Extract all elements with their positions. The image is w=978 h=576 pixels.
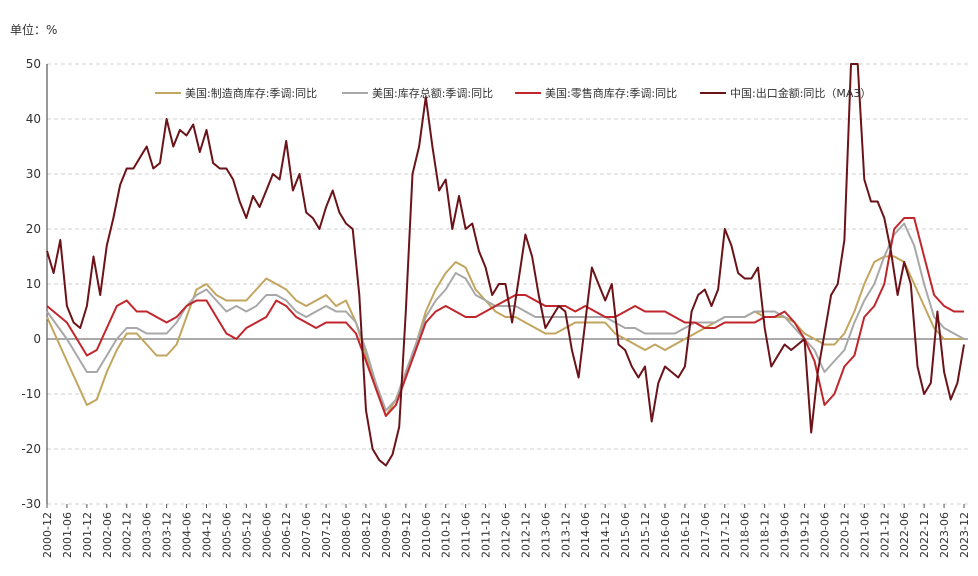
legend-label: 美国:零售商库存:季调:同比	[545, 86, 677, 100]
x-tick-label: 2001-12	[81, 512, 94, 558]
y-axis: -30 -20 -10 0 10 20 30 40 50	[21, 57, 48, 511]
x-tick-label: 2022-06	[898, 512, 911, 558]
y-tick-label: 30	[26, 167, 41, 181]
grid-lines	[47, 63, 968, 505]
y-tick-label: 10	[26, 277, 41, 291]
x-tick-label: 2014-06	[579, 512, 592, 558]
x-tick-label: 2001-06	[61, 512, 74, 558]
x-tick-label: 2023-12	[958, 512, 971, 558]
x-tick-label: 2005-06	[220, 512, 233, 558]
x-tick-label: 2014-12	[599, 512, 612, 558]
x-tick-label: 2008-12	[360, 512, 373, 558]
series-lines	[46, 63, 965, 467]
x-tick-label: 2018-12	[759, 512, 772, 558]
y-tick-label: 0	[33, 332, 41, 346]
x-tick-label: 2011-12	[480, 512, 493, 558]
x-tick-label: 2018-06	[739, 512, 752, 558]
x-axis: 2000-12 2001-06 2001-12 2002-06 2002-12 2003-…	[41, 338, 971, 558]
x-tick-label: 2015-12	[639, 512, 652, 558]
x-tick-label: 2005-12	[240, 512, 253, 558]
x-tick-label: 2022-12	[918, 512, 931, 558]
x-tick-label: 2006-12	[280, 512, 293, 558]
legend-label: 美国:库存总额:季调:同比	[372, 86, 493, 100]
x-tick-label: 2006-06	[260, 512, 273, 558]
legend: 美国:制造商库存:季调:同比 美国:库存总额:季调:同比 美国:零售商库存:季调:同…	[155, 86, 871, 100]
x-tick-label: 2002-06	[101, 512, 114, 558]
series-line-1	[46, 255, 964, 417]
y-tick-label: -10	[21, 387, 41, 401]
y-tick-label: 40	[26, 112, 41, 126]
x-tick-label: 2020-12	[838, 512, 851, 558]
x-tick-label: 2007-06	[300, 512, 313, 558]
y-tick-label: -20	[21, 442, 41, 456]
x-tick-label: 2020-06	[818, 512, 831, 558]
x-tick-label: 2017-06	[699, 512, 712, 558]
y-tick-label: -30	[21, 497, 41, 511]
unit-label: 单位：%	[10, 23, 58, 37]
x-tick-label: 2023-06	[938, 512, 951, 558]
x-tick-label: 2008-06	[340, 512, 353, 558]
x-tick-label: 2010-12	[440, 512, 453, 558]
y-tick-label: 20	[26, 222, 41, 236]
x-tick-label: 2019-06	[779, 512, 792, 558]
x-tick-label: 2002-12	[121, 512, 134, 558]
x-tick-label: 2010-06	[420, 512, 433, 558]
x-tick-label: 2009-12	[400, 512, 413, 558]
x-tick-label: 2021-12	[878, 512, 891, 558]
x-tick-label: 2004-06	[181, 512, 194, 558]
x-tick-label: 2011-06	[460, 512, 473, 558]
x-tick-label: 2019-12	[799, 512, 812, 558]
x-tick-label: 2016-12	[679, 512, 692, 558]
series-line-4	[46, 63, 965, 467]
y-tick-label: 50	[26, 57, 41, 71]
x-tick-label: 2003-12	[161, 512, 174, 558]
x-tick-label: 2012-06	[500, 512, 513, 558]
x-tick-label: 2009-06	[380, 512, 393, 558]
x-tick-label: 2012-12	[519, 512, 532, 558]
x-tick-label: 2015-06	[619, 512, 632, 558]
x-tick-label: 2003-06	[141, 512, 154, 558]
x-tick-label: 2013-12	[559, 512, 572, 558]
x-tick-label: 2000-12	[41, 512, 54, 558]
x-tick-label: 2016-06	[659, 512, 672, 558]
legend-label: 美国:制造商库存:季调:同比	[185, 86, 317, 100]
legend-label: 中国:出口金额:同比（MA3）	[730, 86, 871, 100]
x-tick-label: 2013-06	[539, 512, 552, 558]
x-tick-label: 2007-12	[320, 512, 333, 558]
x-tick-label: 2021-06	[858, 512, 871, 558]
x-tick-label: 2004-12	[200, 512, 213, 558]
x-tick-label: 2017-12	[719, 512, 732, 558]
